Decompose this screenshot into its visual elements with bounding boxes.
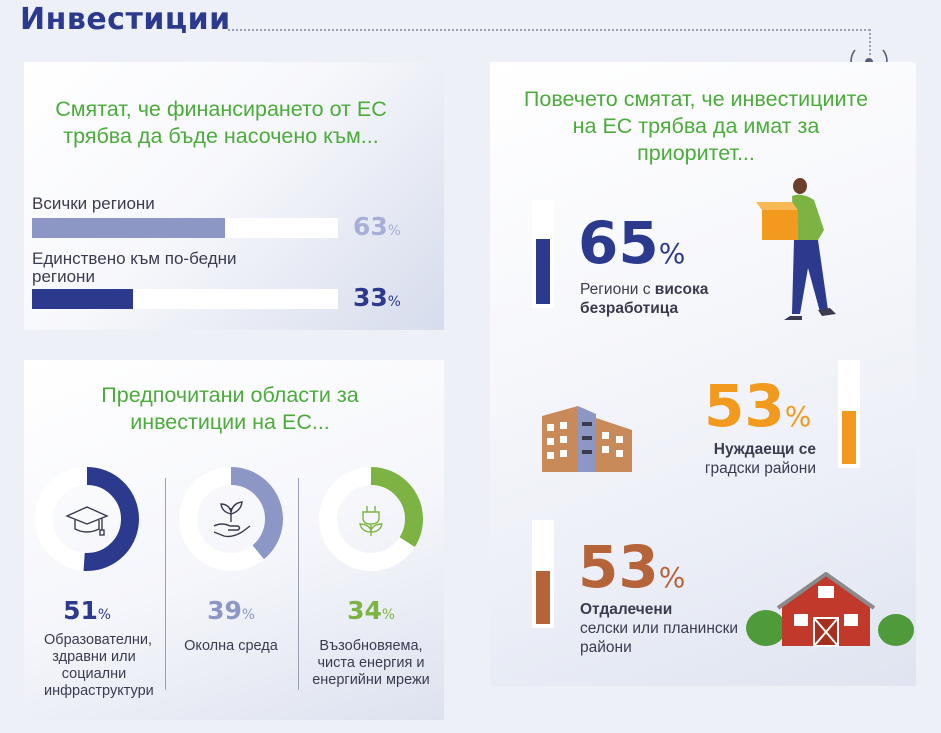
divider-2: [298, 478, 299, 690]
worker-with-box-icon: [756, 178, 836, 320]
pct-education: 51%: [34, 596, 140, 625]
pct-environment: 39%: [178, 596, 284, 625]
header-dotted-line: [228, 29, 870, 31]
pct-value: 65: [578, 209, 659, 277]
thermo-fill-unemployment: [536, 239, 550, 304]
pct-unit: %: [97, 607, 111, 623]
city-buildings-icon: [542, 406, 632, 472]
areas-heading: Предпочитани области за инвестиции на ЕС…: [101, 383, 359, 434]
pct-value: 33: [353, 283, 388, 312]
pct-poorer-regions: 33%: [353, 283, 401, 312]
pct-value: 53: [704, 372, 785, 440]
label-urban: Нуждаещи се градски райони: [650, 440, 816, 478]
pct-all-regions: 63%: [353, 212, 401, 241]
donut-energy: [319, 467, 423, 571]
pct-unit: %: [381, 607, 395, 623]
pct-unit: %: [658, 237, 686, 270]
bar-label-all-regions: Всички региони: [32, 194, 155, 213]
label-energy: Възобновяема, чиста енергия и енергийни …: [312, 638, 430, 688]
pct-value: 51: [63, 596, 98, 625]
bar-track-all-regions: [32, 218, 338, 238]
label-education: Образователни, здравни или социални инфр…: [44, 632, 154, 699]
thermo-urban: [838, 360, 860, 468]
pct-unemployment: 65%: [578, 212, 685, 285]
pct-value: 63: [353, 212, 388, 241]
thermo-rural: [532, 520, 554, 628]
bar-track-poorer-regions: [32, 289, 338, 309]
pct-unit: %: [387, 223, 401, 239]
pct-unit: %: [241, 607, 255, 623]
pct-unit: %: [784, 400, 812, 433]
donut-education: [35, 467, 139, 571]
label-plain: селски или планински райони: [580, 620, 739, 656]
donut-environment: [179, 467, 283, 571]
divider-1: [165, 478, 166, 690]
label-bold: висока безработица: [580, 281, 709, 317]
funding-heading: Смятат, че финансирането от ЕС трябва да…: [55, 97, 387, 148]
label-environment: Околна среда: [184, 638, 278, 654]
thermo-fill-rural: [536, 571, 550, 624]
label-unemployment: Региони с висока безработица: [580, 280, 750, 318]
pct-rural: 53%: [578, 536, 685, 609]
label-plain: градски райони: [704, 460, 816, 477]
funding-panel: [24, 62, 444, 330]
label-plain: Региони с: [580, 281, 655, 298]
pct-value: 34: [347, 596, 382, 625]
bar-label-poorer-regions: Единствено към по-бедни региони: [32, 249, 237, 286]
pct-value: 39: [207, 596, 242, 625]
pct-urban: 53%: [704, 375, 811, 448]
label-bold: Нуждаещи се: [713, 441, 816, 458]
page-title: Инвестиции: [20, 2, 231, 37]
bar-fill-all-regions: [32, 218, 225, 238]
label-rural: Отдалечени селски или планински райони: [580, 600, 750, 657]
hand-plant-icon: [213, 501, 251, 538]
pct-unit: %: [658, 561, 686, 594]
pct-energy: 34%: [318, 596, 424, 625]
pct-value: 53: [578, 533, 659, 601]
header-dotted-connector: [869, 29, 871, 55]
bar-fill-poorer-regions: [32, 289, 133, 309]
energy-plug-icon: [359, 506, 383, 536]
areas-panel: [24, 360, 444, 720]
farm-barn-icon: [746, 572, 914, 647]
priorities-heading: Повечето смятат, че инвестициите на ЕС т…: [523, 87, 869, 165]
pct-unit: %: [387, 294, 401, 310]
label-bold: Отдалечени: [580, 601, 673, 618]
graduation-cap-icon: [65, 506, 109, 536]
thermo-unemployment: [532, 200, 554, 308]
thermo-fill-urban: [842, 411, 856, 464]
